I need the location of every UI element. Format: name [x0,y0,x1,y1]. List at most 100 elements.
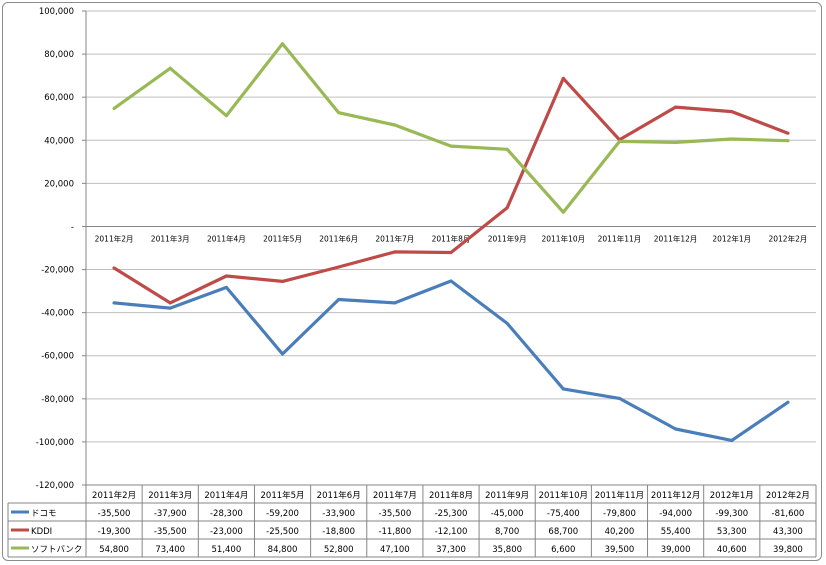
data-point [112,106,116,110]
table-cell: 6,600 [551,545,575,555]
data-point [337,297,341,301]
x-tick-label: 2011年9月 [488,233,527,243]
table-header-cell: 2011年9月 [485,490,529,501]
table-cell: 73,400 [155,545,185,555]
table-cell: -19,300 [98,527,131,537]
data-point [505,147,509,151]
data-table: 2011年2月 2011年3月 2011年4月 2011年5月 2011年6月 2011年… [7,484,817,558]
table-header-cell: 2011年11月 [595,490,644,501]
x-tick-label: 2012年2月 [768,233,807,243]
data-point [168,301,172,305]
data-point [281,42,285,46]
x-tick-label: 2011年12月 [654,233,698,243]
table-header-cell: 2011年2月 [92,490,136,501]
x-tick-label: 2011年4月 [207,233,246,243]
table-header-cell: 2011年3月 [148,490,192,501]
data-point [449,279,453,283]
data-point [730,137,734,141]
series-lines [112,42,790,442]
data-point [224,114,228,118]
y-tick-label: -20,000 [41,266,74,276]
table-cell: 51,400 [212,545,242,555]
data-point [561,210,565,214]
x-tick-label: 2011年2月 [95,233,134,243]
y-tick-label: -120,000 [36,481,74,491]
table-header-cell: 2011年5月 [261,490,305,501]
table-cell: -94,000 [659,509,692,519]
y-tick-label: - [71,222,74,232]
table-cell: -25,300 [435,509,468,519]
table-cell: 39,000 [661,545,691,555]
x-tick-label: 2011年7月 [375,233,414,243]
gridlines [85,10,816,486]
table-cell: -59,200 [266,509,299,519]
x-tick-label: 2011年5月 [263,233,302,243]
table-cell: -45,000 [491,509,524,519]
table-cell: 40,200 [605,527,635,537]
table-cell: 37,300 [436,545,466,555]
table-cell: 68,700 [548,527,578,537]
table-header-cell: 2011年10月 [539,490,588,501]
data-point [224,285,228,289]
data-point [674,105,678,109]
table-cell: -33,900 [322,509,355,519]
data-point [730,438,734,442]
x-tick-label: 2011年11月 [598,233,642,243]
data-point [786,139,790,143]
table-cell: -35,500 [98,509,131,519]
table-cell: 8,700 [495,527,519,537]
table-cell: 35,800 [492,545,522,555]
table-cell: 39,500 [605,545,635,555]
data-point [224,274,228,278]
y-tick-label: -100,000 [36,438,74,448]
data-point [337,111,341,115]
data-point [281,352,285,356]
table-cell: -12,100 [435,527,468,537]
series-line-3 [112,42,790,214]
y-tick-label: 60,000 [44,93,74,103]
data-point [561,76,565,80]
data-point [393,301,397,305]
x-tick-label: 2011年3月 [151,233,190,243]
table-header-cell: 2011年6月 [317,490,361,501]
table-cell: 54,800 [99,545,129,555]
y-tick-label: -60,000 [41,352,74,362]
table-cell: -11,800 [378,527,411,537]
table-cell: -37,900 [154,509,187,519]
data-point [730,110,734,114]
data-point [674,427,678,431]
x-tick-label: 2011年10月 [541,233,585,243]
y-tick-label: 20,000 [44,179,74,189]
table-header-cell: 2011年8月 [429,490,473,501]
table-cell: -35,500 [378,509,411,519]
y-tick-label: 40,000 [44,136,74,146]
y-tick-label: -40,000 [41,309,74,319]
table-cell: -28,300 [210,509,243,519]
data-point [505,321,509,325]
table-header-cell: 2012年2月 [766,490,810,501]
data-point [505,206,509,210]
x-tick-label: 2011年8月 [432,233,471,243]
table-header-cell: 2011年12月 [651,490,700,501]
x-tick-label: 2012年1月 [712,233,751,243]
table-header-cell: 2011年7月 [373,490,417,501]
x-axis-ticks: 2011年2月 2011年3月 2011年4月 2011年5月 2011年6月 2011年… [95,233,808,243]
data-point [112,266,116,270]
table-header-cell: 2011年4月 [204,490,248,501]
data-point [393,123,397,127]
y-tick-label: 100,000 [39,7,74,17]
data-point [393,250,397,254]
table-cell: -18,800 [322,527,355,537]
data-point [786,400,790,404]
x-tick-label: 2011年6月 [319,233,358,243]
data-point [337,265,341,269]
data-point [786,131,790,135]
table-cell: 39,800 [773,545,803,555]
data-point [281,279,285,283]
table-cell: 40,600 [717,545,747,555]
data-point [674,140,678,144]
data-point [561,387,565,391]
table-cell: 55,400 [661,527,691,537]
data-point [168,66,172,70]
